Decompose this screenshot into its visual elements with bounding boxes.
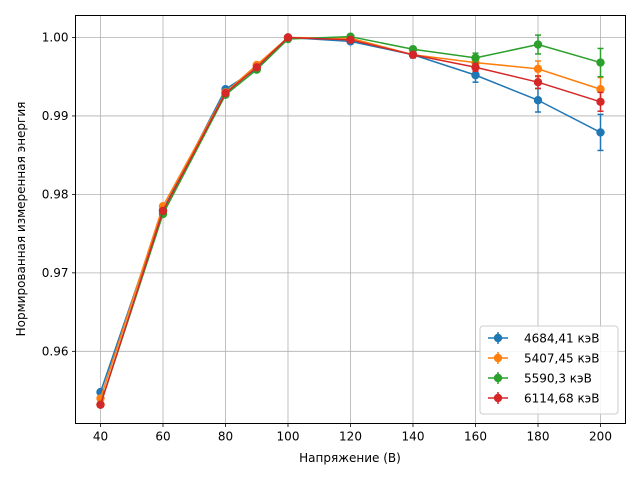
y-tick-label: 0.98 [42, 187, 69, 201]
x-tick-label: 40 [93, 430, 108, 444]
x-tick-label: 80 [218, 430, 233, 444]
data-point [596, 97, 605, 107]
x-tick-label: 160 [464, 430, 487, 444]
legend-label: 5407,45 кэВ [524, 352, 600, 366]
legend-item: 5407,45 кэВ [488, 352, 600, 366]
data-point [533, 77, 543, 87]
y-axis-label: Нормированная измеренная энергия [14, 102, 28, 337]
legend-marker [493, 393, 503, 403]
data-point [158, 206, 168, 216]
legend-label: 4684,41 кэВ [524, 332, 600, 346]
legend-item: 4684,41 кэВ [488, 332, 600, 346]
x-tick-label: 140 [402, 430, 425, 444]
data-point [471, 63, 480, 72]
legend-box [479, 325, 619, 415]
legend-item: 6114,68 кэВ [488, 392, 600, 406]
legend-item: 5590,3 кэВ [488, 372, 592, 386]
legend-label: 5590,3 кэВ [524, 372, 592, 386]
y-tick-label: 0.99 [42, 109, 69, 123]
series-line [99, 35, 601, 405]
x-axis-label: Напряжение (В) [299, 451, 401, 465]
data-point [596, 128, 605, 137]
data-point [408, 50, 418, 59]
legend-marker [493, 373, 503, 383]
y-tick-label: 0.96 [42, 344, 69, 358]
x-tick-label: 60 [155, 430, 170, 444]
plot-area [96, 32, 605, 409]
data-point [252, 63, 261, 72]
legend-label: 6114,68 кэВ [524, 392, 600, 406]
legend-marker [493, 353, 503, 363]
x-tick-label: 200 [589, 430, 612, 444]
x-tick-label: 180 [527, 430, 550, 444]
axes-frame [75, 15, 626, 424]
data-point [533, 40, 543, 49]
y-tick-label: 0.97 [42, 266, 69, 280]
x-tick-label: 100 [277, 430, 300, 444]
data-point [96, 400, 105, 409]
data-point [346, 35, 355, 45]
data-point [471, 53, 480, 63]
y-tick-label: 1.00 [42, 30, 69, 44]
data-point [596, 85, 605, 94]
data-point [533, 64, 543, 74]
data-point [533, 96, 543, 105]
legend-marker [493, 333, 503, 343]
legend: 4684,41 кэВ 5407,45 кэВ 5590,3 кэВ 6114,68 … [479, 325, 619, 415]
x-axis-ticks: 40 60 80 100 120 140 160 180 200 [93, 423, 612, 444]
data-point [283, 33, 293, 42]
series-line [99, 36, 601, 405]
data-point [471, 70, 480, 80]
data-point [221, 88, 230, 98]
series-4 [96, 33, 605, 409]
x-tick-label: 120 [339, 430, 362, 444]
y-axis-ticks: 0.96 0.97 0.98 0.99 1.00 [42, 30, 76, 358]
data-point [596, 58, 605, 67]
